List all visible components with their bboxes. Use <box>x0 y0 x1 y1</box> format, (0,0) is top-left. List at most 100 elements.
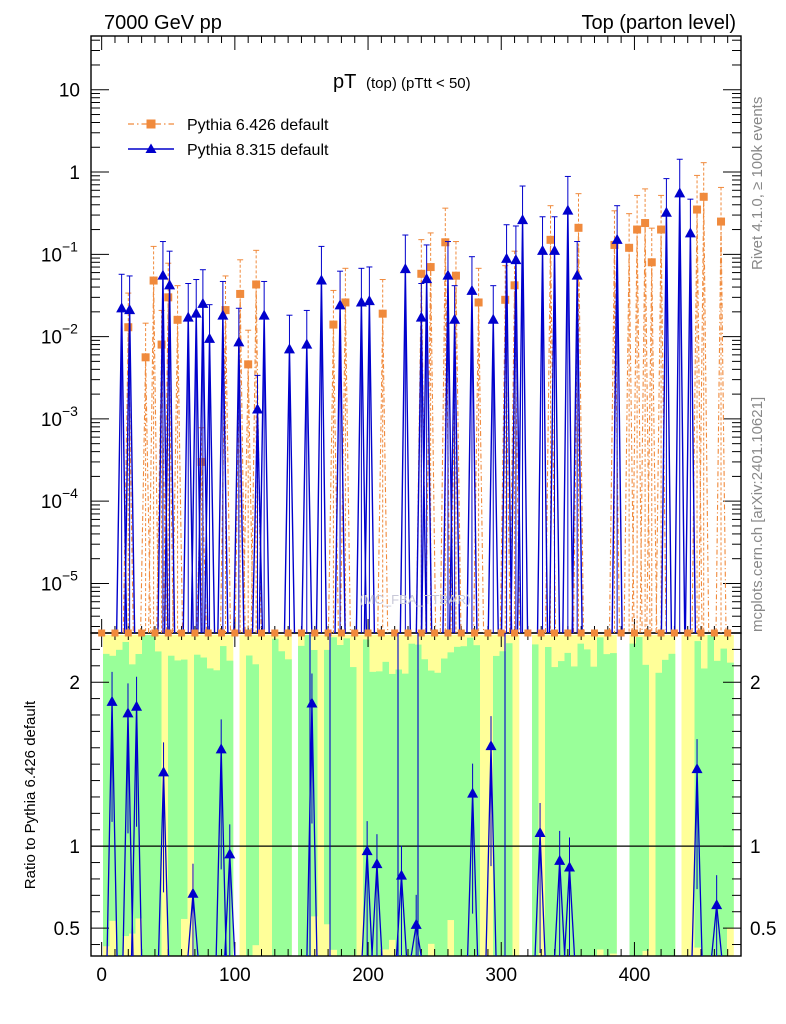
floor-marker <box>391 629 399 637</box>
floor-marker <box>364 629 372 637</box>
ratio-band-green <box>460 646 468 956</box>
floor-marker <box>444 629 452 637</box>
floor-marker <box>524 629 532 637</box>
ratio-point <box>106 695 118 706</box>
data-point-pythia6 <box>378 309 387 318</box>
data-point-pythia8 <box>217 309 229 320</box>
ratio-point <box>485 740 497 751</box>
data-point-pythia8 <box>204 332 216 343</box>
ratio-point <box>224 848 236 859</box>
ratio-point <box>711 899 723 910</box>
data-point-pythia6 <box>141 353 150 362</box>
data-point-pythia8 <box>466 284 478 295</box>
ratio-y-tick-label-left: 1 <box>69 837 80 858</box>
floor-marker <box>244 629 252 637</box>
ratio-point <box>563 861 575 872</box>
ratio-band-green <box>129 664 136 934</box>
data-point-pythia8 <box>283 343 295 354</box>
legend-label-pythia8: Pythia 8.315 default <box>187 142 329 159</box>
ratio-band-green <box>220 646 227 956</box>
data-point-pythia8 <box>363 295 375 306</box>
floor-marker <box>284 629 292 637</box>
data-point-pythia6 <box>221 306 230 315</box>
ratio-band-green <box>324 649 331 925</box>
floor-marker <box>537 629 545 637</box>
ratio-y-tick-label-right: 1 <box>750 837 761 858</box>
data-point-pythia8 <box>684 227 696 238</box>
legend: Pythia 6.426 default Pythia 8.315 defaul… <box>128 117 329 159</box>
floor-marker <box>164 629 172 637</box>
data-point-pythia6 <box>610 240 619 249</box>
ratio-band-green <box>493 655 500 956</box>
floor-marker <box>151 629 159 637</box>
ratio-band-green <box>174 660 182 956</box>
data-point-pythia6 <box>164 293 173 302</box>
ratio-band-green <box>434 672 442 956</box>
ratio-band-green <box>603 654 611 956</box>
data-point-pythia8 <box>415 311 427 322</box>
y-tick-exponent: −3 <box>62 403 78 419</box>
y-tick-exponent: −4 <box>62 485 78 501</box>
series-line-segment <box>691 209 703 634</box>
header-right: Top (parton level) <box>581 12 736 34</box>
ratio-point <box>215 743 227 754</box>
floor-marker <box>644 629 652 637</box>
floor-marker <box>204 629 212 637</box>
floor-marker <box>231 629 239 637</box>
ratio-point <box>371 858 383 869</box>
floor-marker <box>324 629 332 637</box>
ratio-band-green <box>545 646 552 956</box>
ratio-y-tick-label-right: 0.5 <box>750 919 776 940</box>
floor-marker <box>617 629 625 637</box>
ratio-band-yellow <box>538 635 546 956</box>
ratio-band-green <box>337 645 344 956</box>
floor-marker <box>670 629 678 637</box>
ratio-band-green <box>142 635 149 956</box>
data-point-pythia8 <box>421 273 433 284</box>
ratio-band-green <box>577 643 585 956</box>
data-point-pythia8 <box>611 233 623 244</box>
data-point-pythia6 <box>641 219 650 228</box>
ratio-band-green <box>278 651 286 956</box>
data-point-pythia6 <box>197 457 206 466</box>
floor-marker <box>257 629 265 637</box>
data-point-pythia8 <box>157 269 169 280</box>
floor-marker <box>351 629 359 637</box>
ratio-point <box>691 763 703 774</box>
ratio-point <box>410 918 422 929</box>
ratio-point <box>158 766 170 777</box>
data-point-pythia8 <box>399 263 411 274</box>
ratio-band-green <box>558 661 565 956</box>
data-point-pythia6 <box>657 225 666 234</box>
data-point-pythia8 <box>197 297 209 308</box>
ratio-band-green <box>207 668 214 956</box>
data-point-pythia6 <box>441 238 450 247</box>
ratio-band-green <box>285 659 292 956</box>
data-point-pythia8 <box>517 214 529 225</box>
ratio-band-green <box>181 659 188 919</box>
ratio-band-green <box>226 660 234 956</box>
floor-marker <box>471 629 479 637</box>
ratio-band-green <box>109 655 117 921</box>
legend-marker-pythia8 <box>145 143 157 153</box>
ratio-band-yellow <box>317 635 325 956</box>
y-tick-label: 10 <box>41 245 62 266</box>
data-point-pythia8 <box>182 311 194 322</box>
data-point-pythia6 <box>417 269 426 278</box>
ratio-band-green <box>584 649 591 956</box>
floor-marker <box>577 629 585 637</box>
ratio-band-green <box>597 637 604 950</box>
ratio-band-green <box>148 635 156 956</box>
floor-marker <box>657 629 665 637</box>
ratio-band-green <box>135 654 143 919</box>
data-point-pythia8 <box>251 403 263 414</box>
ratio-band-green <box>389 673 396 940</box>
data-point-pythia8 <box>334 299 346 310</box>
chart-title-sub: (top) (pTtt < 50) <box>366 75 471 92</box>
ratio-band-green <box>629 643 637 956</box>
ratio-band-green <box>636 637 643 956</box>
ratio-band-green <box>213 670 221 956</box>
x-tick-label: 100 <box>219 965 251 986</box>
ratio-band-yellow <box>161 635 169 956</box>
ratio-y-tick-label-left: 2 <box>69 673 80 694</box>
